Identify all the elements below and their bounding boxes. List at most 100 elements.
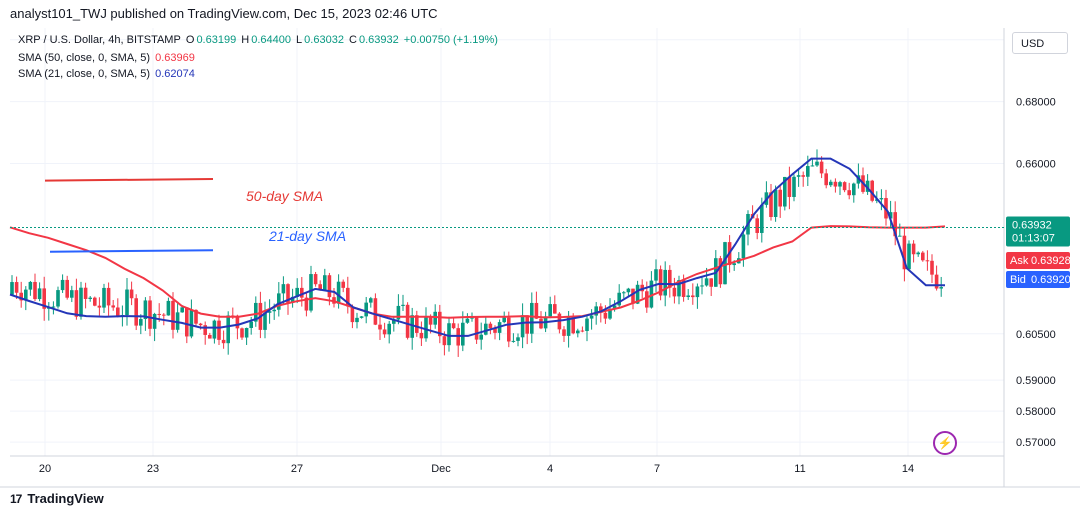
sma50-label: SMA (50, close, 0, SMA, 5) bbox=[18, 52, 151, 64]
candle-body bbox=[51, 306, 56, 308]
candle-body bbox=[617, 292, 621, 306]
candle-body bbox=[221, 339, 226, 344]
candle-body bbox=[267, 311, 272, 313]
candle-body bbox=[833, 181, 838, 187]
currency-button[interactable]: USD bbox=[1012, 32, 1068, 54]
tradingview-logo-icon: 17 bbox=[10, 491, 22, 506]
candle-body bbox=[401, 304, 405, 306]
sma21-label: SMA (21, close, 0, SMA, 5) bbox=[18, 68, 151, 80]
candle-body bbox=[925, 260, 930, 262]
candle-body bbox=[493, 328, 497, 333]
x-tick-label: 11 bbox=[794, 463, 805, 475]
tradingview-logo: 17 TradingView bbox=[10, 491, 104, 506]
candle-body bbox=[732, 263, 736, 266]
bid-tag bbox=[1006, 271, 1070, 288]
change-value: +0.00750 (+1.19%) bbox=[403, 34, 498, 46]
candle-body bbox=[773, 189, 778, 218]
candle-body bbox=[277, 293, 281, 310]
candle-body bbox=[663, 269, 667, 296]
candle-body bbox=[327, 275, 332, 298]
candle-body bbox=[907, 243, 911, 270]
candle-body bbox=[718, 258, 723, 285]
symbol-ohlc-line: XRP / U.S. Dollar, 4h, BITSTAMP O 0.63199… bbox=[18, 34, 500, 46]
sma50-legend[interactable]: SMA (50, close, 0, SMA, 5) 0.63969 bbox=[18, 52, 197, 64]
candle-body bbox=[530, 302, 534, 334]
candle-body bbox=[185, 307, 189, 337]
candle-body bbox=[815, 161, 819, 166]
candle-body bbox=[14, 282, 19, 293]
candle-body bbox=[74, 290, 79, 317]
candle-body bbox=[125, 289, 129, 315]
candle-body bbox=[157, 313, 161, 315]
candle-body bbox=[479, 334, 483, 340]
candle-body bbox=[801, 175, 805, 177]
candle-body bbox=[175, 312, 180, 330]
candle-body bbox=[405, 304, 410, 338]
sma21-value: 0.62074 bbox=[155, 68, 195, 80]
candle-body bbox=[580, 330, 585, 332]
flash-icon[interactable]: ⚡ bbox=[933, 431, 957, 455]
candle-body bbox=[691, 295, 695, 298]
candle-body bbox=[70, 290, 74, 298]
candle-body bbox=[649, 280, 654, 308]
low-label: L bbox=[296, 34, 303, 46]
candle-body bbox=[198, 323, 203, 326]
last-price-value: 0.63932 bbox=[1012, 220, 1052, 232]
candle-body bbox=[612, 305, 617, 309]
low-value: 0.63032 bbox=[304, 34, 344, 46]
candle-body bbox=[465, 318, 470, 323]
candle-body bbox=[507, 317, 511, 342]
candle-body bbox=[97, 305, 102, 308]
candle-body bbox=[741, 234, 746, 259]
candle-body bbox=[433, 311, 437, 325]
candle-body bbox=[309, 274, 313, 311]
candle-body bbox=[819, 161, 824, 174]
y-tick-label: 0.58000 bbox=[1016, 406, 1056, 418]
candle-body bbox=[134, 298, 138, 326]
y-tick-label: 0.66000 bbox=[1016, 159, 1056, 171]
candle-body bbox=[166, 300, 171, 316]
candle-body bbox=[323, 275, 327, 291]
candle-body bbox=[902, 235, 907, 270]
candle-body bbox=[148, 300, 152, 329]
candle-body bbox=[539, 318, 543, 329]
candle-body bbox=[686, 295, 690, 298]
grid-lines bbox=[10, 28, 1004, 456]
open-value: 0.63199 bbox=[196, 34, 237, 46]
bid-label: Bid bbox=[1010, 274, 1026, 286]
close-label: C bbox=[349, 34, 357, 46]
candle-body bbox=[571, 317, 575, 334]
candle-body bbox=[373, 298, 378, 325]
candle-body bbox=[143, 300, 148, 320]
candle-body bbox=[313, 274, 318, 285]
candle-body bbox=[783, 176, 787, 207]
ask-value: 0.63928 bbox=[1031, 255, 1071, 267]
x-tick-label: 14 bbox=[902, 463, 914, 475]
candle-body bbox=[139, 319, 143, 326]
sma21-legend[interactable]: SMA (21, close, 0, SMA, 5) 0.62074 bbox=[18, 68, 197, 80]
candle-body bbox=[88, 297, 92, 299]
candle-body bbox=[603, 312, 608, 319]
candle-body bbox=[879, 198, 884, 200]
candle-body bbox=[852, 183, 856, 196]
candle-body bbox=[677, 280, 681, 297]
candle-body bbox=[79, 287, 83, 317]
candle-body bbox=[42, 288, 46, 309]
candle-body bbox=[626, 288, 631, 293]
candle-body bbox=[645, 291, 649, 308]
candles bbox=[10, 149, 943, 357]
candle-body bbox=[286, 284, 290, 303]
candle-body bbox=[387, 323, 391, 335]
candle-body bbox=[594, 306, 598, 316]
candle-body bbox=[704, 278, 709, 286]
candle-body bbox=[668, 269, 672, 288]
y-tick-label: 0.57000 bbox=[1016, 437, 1056, 449]
candle-body bbox=[511, 340, 516, 342]
candle-body bbox=[631, 288, 635, 304]
annotations: 50-day SMA 21-day SMA bbox=[44, 178, 346, 253]
candle-body bbox=[589, 315, 594, 319]
x-tick-label: Dec bbox=[431, 463, 451, 475]
candle-body bbox=[787, 176, 792, 197]
